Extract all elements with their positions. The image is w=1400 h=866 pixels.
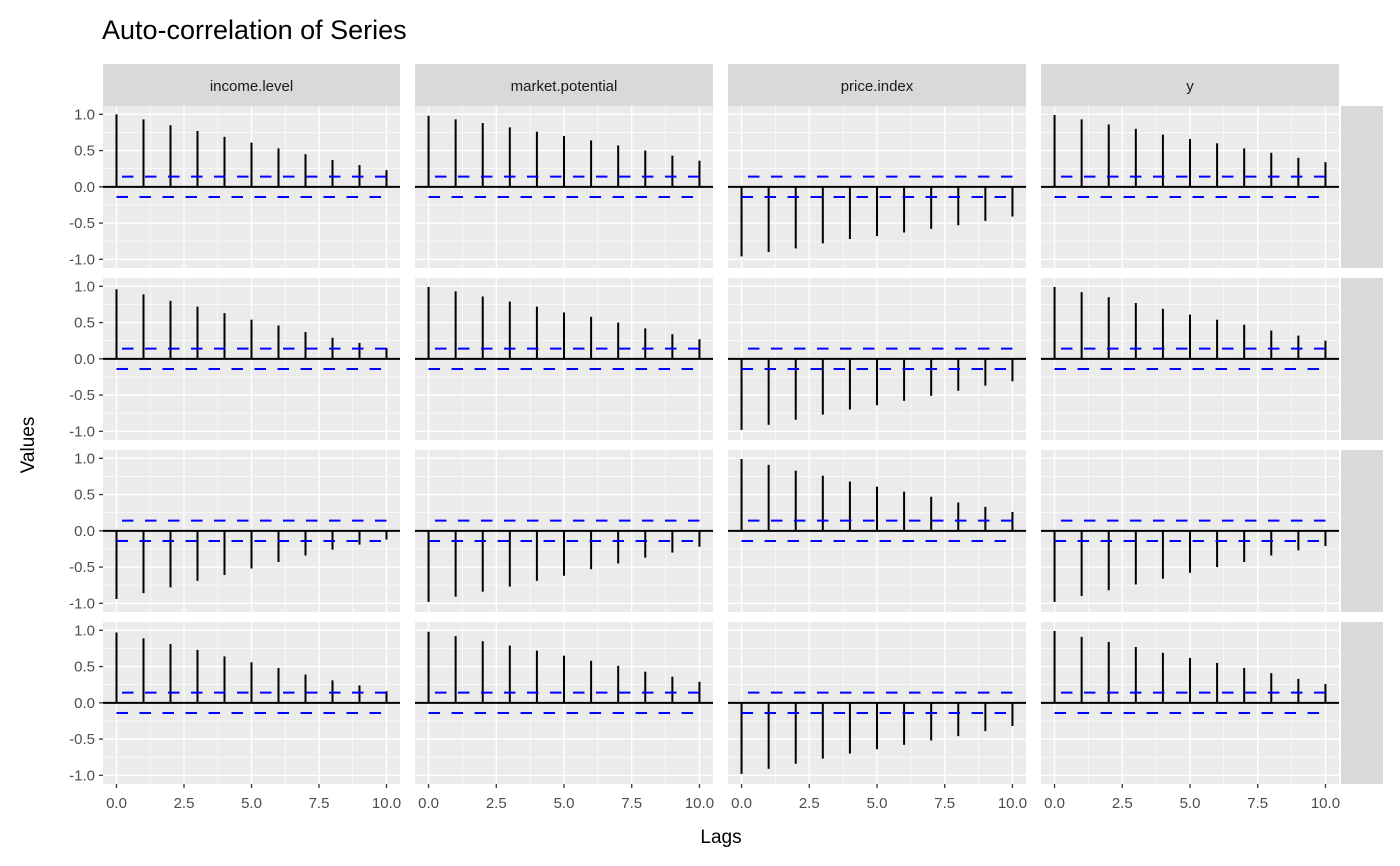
x-tick-label: 0.0 <box>731 795 752 812</box>
y-tick-label: 0.0 <box>74 179 95 196</box>
column-strip <box>103 64 400 106</box>
column-strip <box>415 64 713 106</box>
y-tick-label: 0.0 <box>74 523 95 540</box>
x-tick-label: 5.0 <box>867 795 888 812</box>
column-strip <box>728 64 1026 106</box>
row-strip <box>1341 106 1383 268</box>
row-strip <box>1341 278 1383 440</box>
x-tick-label: 2.5 <box>174 795 195 812</box>
column-strip-label: price.index <box>841 78 914 95</box>
column-strip-label: market.potential <box>511 78 618 95</box>
facet-panel <box>1041 622 1339 784</box>
x-tick-label: 7.5 <box>621 795 642 812</box>
facet-panel <box>103 106 400 268</box>
x-tick-label: 0.0 <box>1044 795 1065 812</box>
y-tick-label: 0.5 <box>74 143 95 160</box>
y-tick-label: -1.0 <box>69 251 95 268</box>
facet-panel <box>728 106 1026 268</box>
facet-panel <box>415 450 713 612</box>
x-tick-label: 0.0 <box>418 795 439 812</box>
facet-panel <box>728 278 1026 440</box>
y-tick-label: -1.0 <box>69 767 95 784</box>
x-tick-label: 7.5 <box>309 795 330 812</box>
y-tick-label: 0.0 <box>74 695 95 712</box>
x-tick-label: 0.0 <box>106 795 127 812</box>
x-tick-label: 10.0 <box>998 795 1027 812</box>
x-tick-label: 2.5 <box>1112 795 1133 812</box>
facet-panel <box>103 622 400 784</box>
y-tick-label: 1.0 <box>74 622 95 639</box>
x-tick-label: 10.0 <box>1311 795 1340 812</box>
y-tick-label: 0.5 <box>74 487 95 504</box>
facet-panel <box>415 278 713 440</box>
facet-panel <box>1041 106 1339 268</box>
y-tick-label: 0.5 <box>74 659 95 676</box>
facet-panel <box>415 622 713 784</box>
y-tick-label: 0.5 <box>74 315 95 332</box>
facet-panel <box>1041 450 1339 612</box>
y-tick-label: -1.0 <box>69 423 95 440</box>
x-tick-label: 5.0 <box>1180 795 1201 812</box>
column-strip <box>1041 64 1339 106</box>
y-tick-label: -1.0 <box>69 595 95 612</box>
x-axis-title: Lags <box>700 827 741 848</box>
y-tick-label: 1.0 <box>74 106 95 123</box>
x-tick-label: 10.0 <box>372 795 401 812</box>
facet-panel <box>728 622 1026 784</box>
x-tick-label: 2.5 <box>799 795 820 812</box>
x-tick-label: 10.0 <box>685 795 714 812</box>
chart-title: Auto-correlation of Series <box>102 15 407 45</box>
facet-panel <box>415 106 713 268</box>
y-tick-label: 1.0 <box>74 278 95 295</box>
facet-panel <box>728 450 1026 612</box>
row-strip <box>1341 622 1383 784</box>
y-axis-title: Values <box>18 417 39 474</box>
y-tick-label: -0.5 <box>69 215 95 232</box>
facet-panel <box>103 278 400 440</box>
x-tick-label: 7.5 <box>934 795 955 812</box>
x-tick-label: 7.5 <box>1247 795 1268 812</box>
facet-panels: income.level market.potential price.index y… <box>69 64 1383 812</box>
column-strip-label: y <box>1186 78 1194 95</box>
y-tick-label: 0.0 <box>74 351 95 368</box>
facet-panel <box>1041 278 1339 440</box>
x-tick-label: 2.5 <box>486 795 507 812</box>
y-tick-label: -0.5 <box>69 559 95 576</box>
x-tick-label: 5.0 <box>554 795 575 812</box>
x-tick-label: 5.0 <box>241 795 262 812</box>
facet-panel <box>103 450 400 612</box>
y-tick-label: -0.5 <box>69 731 95 748</box>
y-tick-label: -0.5 <box>69 387 95 404</box>
column-strip-label: income.level <box>210 78 293 95</box>
row-strip <box>1341 450 1383 612</box>
y-tick-label: 1.0 <box>74 450 95 467</box>
